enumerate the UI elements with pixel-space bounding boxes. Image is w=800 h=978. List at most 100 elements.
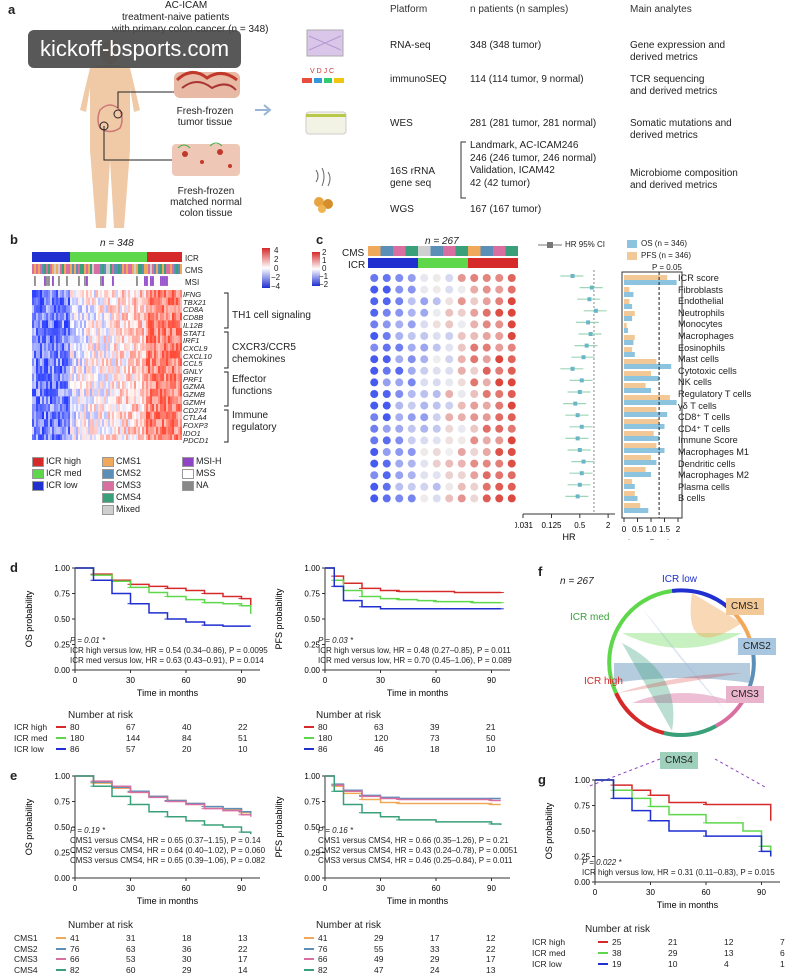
heatmap-cell [48,426,51,435]
msi-track-cell [161,275,165,287]
heatmap-cell [178,320,181,329]
heatmap-cell [130,373,133,382]
c-dot [470,355,479,364]
heatmap-cell [154,366,157,374]
km-y-tick-label: 0.50 [304,615,320,624]
cms-track-cell [68,264,70,274]
c-dot [370,285,379,294]
heatmap-cell [68,358,71,367]
heatmap-cell [94,411,97,420]
heatmap-cell [32,312,35,321]
heatmap-cell [34,335,37,344]
heatmap-cell [172,396,175,405]
heatmap-cell [100,297,103,306]
heatmap-cell [100,434,103,440]
heatmap-cell [132,434,135,440]
heatmap-cell [118,373,121,382]
c-dot [457,390,466,398]
heatmap-cell [112,373,115,382]
heatmap-cell [114,343,117,351]
c-dot [432,401,441,410]
risk-count: 7 [780,937,785,947]
heatmap-cell [34,381,37,389]
heatmap-cell [106,305,109,313]
c-dot [445,343,454,352]
heatmap-cell [70,411,73,420]
c-dot [432,343,441,352]
legend-label: CMS1 [116,456,142,466]
heatmap-cell [72,297,75,306]
heatmap-cell [38,388,41,397]
cms-track-cell [178,264,180,274]
cms-track-cell [164,264,166,274]
heatmap-cell [156,373,159,382]
heatmap-cell [178,366,181,374]
p-xlabel: −log₁₀ P value [623,538,679,540]
heatmap-cell [32,305,35,313]
os-bar [624,484,635,489]
heatmap-cell [54,396,57,405]
heatmap-cell [86,297,89,306]
heatmap-cell [164,373,167,382]
heatmap-cell [176,411,179,420]
heatmap-cell [118,335,121,344]
cms-track-cell [52,264,54,274]
heatmap-cell [34,320,37,329]
msi-track-cell [47,275,51,287]
heatmap-cell [96,343,99,351]
heatmap-cell [160,411,163,420]
heatmap-cell [70,305,73,313]
heatmap-cell [140,404,143,412]
risk-swatch [598,941,608,943]
heatmap-cell [176,305,179,313]
heatmap-cell [48,290,51,298]
heatmap-cell [174,419,177,427]
msi-track-cell [141,275,145,287]
panel-e-letter: e [10,768,18,783]
risk-count: 82 [318,964,328,975]
heatmap-cell [70,396,73,405]
heatmap-cell [166,419,169,427]
heatmap-cell [166,320,169,329]
heatmap-cell [58,373,61,382]
heatmap-cell [162,343,165,351]
risk-count: 66 [70,954,80,964]
c-dot [407,448,416,456]
msi-track-cell [123,275,127,287]
heatmap-cell [38,297,41,306]
heatmap-cell [64,373,67,382]
heatmap-cell [126,328,129,336]
heatmap-cell [52,328,55,336]
heatmap-cell [84,388,87,397]
heatmap-cell [170,290,173,298]
heatmap-cell [100,411,103,420]
km-y-tick-label: 0.00 [304,666,320,675]
heatmap-cell [124,343,127,351]
heatmap-cell [142,358,145,367]
heatmap-cell [88,426,91,435]
heatmap-cell [104,297,107,306]
c-dot [407,436,416,445]
c-icr-track-low [368,258,418,268]
risk-group-label: CMS2 [14,943,38,954]
msi-track-cell [139,275,143,287]
heatmap-cell [88,290,91,298]
heatmap-cell [86,335,89,344]
gene-label: GZMB [183,390,205,400]
km-y-tick-label: 0.00 [574,878,590,887]
risk-count: 46 [374,744,384,754]
heatmap-cell [98,426,101,435]
heatmap-cell [132,350,135,359]
heatmap-cell [120,411,123,420]
c-dot [420,436,429,445]
heatmap-cell [134,343,137,351]
group-th1: TH1 cell signaling [232,310,311,321]
heatmap-cell [46,358,49,367]
cms-track-cell [134,264,136,274]
pfs-bar [624,323,627,328]
c-dot [382,424,391,433]
heatmap-cell [36,388,39,397]
heatmap-cell [146,404,149,412]
hr-point [575,413,580,418]
